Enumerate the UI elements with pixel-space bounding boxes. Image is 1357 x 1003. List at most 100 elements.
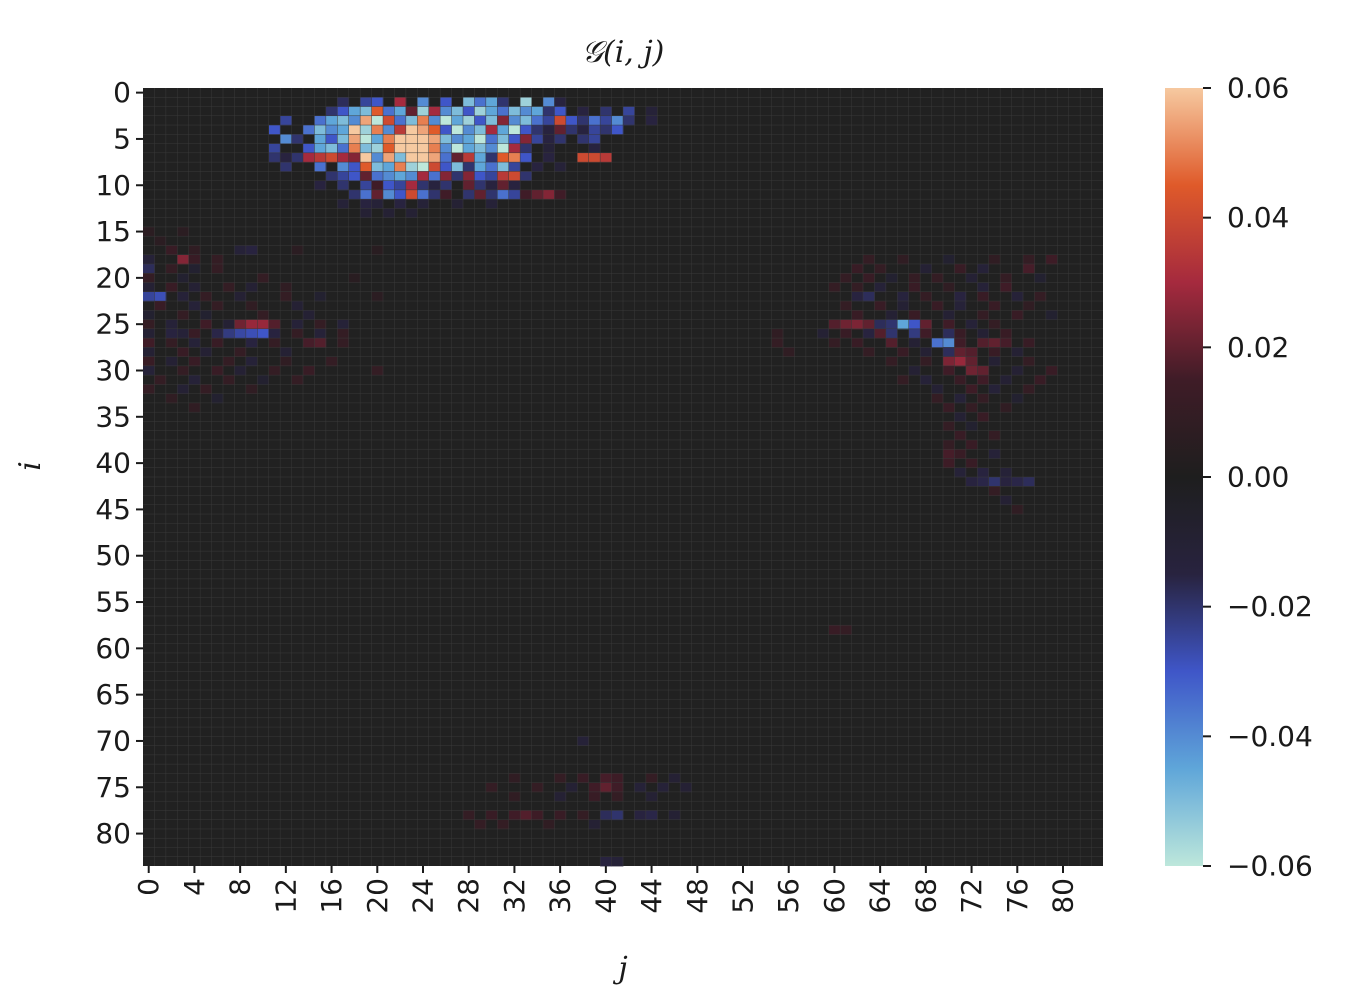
x-tick-label: 24 xyxy=(407,878,440,914)
heatmap-cell xyxy=(645,791,658,802)
heatmap-cell xyxy=(165,319,178,330)
heatmap-cell xyxy=(371,189,384,200)
heatmap-cell xyxy=(440,189,452,200)
heatmap-cells xyxy=(143,97,1058,867)
colorbar-tick-label: −0.02 xyxy=(1227,590,1313,623)
heatmap-cell xyxy=(268,338,281,348)
heatmap-cell xyxy=(874,319,887,330)
chart-title: 𝒢(i, j) xyxy=(582,35,665,70)
heatmap-cell xyxy=(520,189,532,200)
heatmap-cell xyxy=(314,134,327,144)
heatmap-cell xyxy=(394,171,407,182)
heatmap-cell xyxy=(280,347,292,357)
heatmap-cell xyxy=(977,263,990,274)
heatmap-cell xyxy=(874,301,887,311)
heatmap-cell xyxy=(234,347,247,357)
heatmap-cell xyxy=(1000,477,1012,487)
y-tick-label: 75 xyxy=(95,771,131,804)
heatmap-cell xyxy=(543,125,555,135)
heatmap-cell xyxy=(314,125,327,135)
y-tick-label: 80 xyxy=(95,817,131,850)
heatmap-cell xyxy=(554,189,567,200)
heatmap-cell xyxy=(943,282,955,293)
heatmap-cell xyxy=(543,97,555,107)
heatmap-cell xyxy=(280,291,292,302)
heatmap-cell xyxy=(554,125,567,135)
heatmap-cell xyxy=(897,347,910,357)
heatmap-cell xyxy=(463,97,475,107)
heatmap-cell xyxy=(463,171,475,182)
x-tick-label: 4 xyxy=(178,878,211,896)
heatmap-cell xyxy=(280,282,292,293)
heatmap-cell xyxy=(325,106,338,117)
heatmap-cell xyxy=(851,310,864,320)
x-tick-label: 72 xyxy=(955,878,988,914)
heatmap-cell xyxy=(257,375,270,385)
heatmap-cell xyxy=(1000,328,1012,339)
heatmap-cell xyxy=(177,384,190,395)
heatmap-cell xyxy=(508,143,521,154)
heatmap-cell xyxy=(611,856,624,867)
heatmap-cell xyxy=(348,152,361,163)
heatmap-cell xyxy=(383,106,395,117)
heatmap-cell xyxy=(474,143,487,154)
heatmap-cell xyxy=(451,199,464,209)
heatmap-cell xyxy=(577,736,590,746)
heatmap-cell xyxy=(303,152,315,163)
y-tick-label: 35 xyxy=(95,400,131,433)
heatmap-cell xyxy=(931,301,944,311)
heatmap-cell xyxy=(337,143,350,154)
heatmap-cell xyxy=(223,356,235,367)
heatmap-cell xyxy=(508,189,521,200)
heatmap-cell xyxy=(474,152,487,163)
heatmap-cell xyxy=(165,356,178,367)
heatmap-cell xyxy=(954,467,967,478)
heatmap-cell xyxy=(508,115,521,126)
heatmap-cell xyxy=(188,402,201,413)
heatmap-cell xyxy=(405,152,418,163)
y-tick-label: 15 xyxy=(95,215,131,248)
heatmap-cell xyxy=(245,328,258,339)
heatmap-cell xyxy=(485,189,498,200)
heatmap-cell xyxy=(1045,310,1058,320)
heatmap-cell xyxy=(188,245,201,256)
heatmap-cell xyxy=(600,782,612,793)
heatmap-cell xyxy=(394,106,407,117)
heatmap-cell xyxy=(680,782,692,793)
heatmap-cell xyxy=(588,152,601,163)
heatmap-cell xyxy=(314,180,327,191)
heatmap-cell xyxy=(245,384,258,395)
heatmap-cell xyxy=(223,375,235,385)
heatmap-cell xyxy=(154,291,167,302)
heatmap-cell xyxy=(360,199,372,209)
heatmap-cell xyxy=(291,319,304,330)
heatmap-cell xyxy=(531,162,544,172)
heatmap-cell xyxy=(908,282,921,293)
heatmap-cell xyxy=(531,810,544,821)
heatmap-cell xyxy=(771,328,784,339)
x-axis-label: j xyxy=(612,951,627,986)
heatmap-cell xyxy=(954,375,967,385)
heatmap-cell xyxy=(154,301,167,311)
heatmap-cell xyxy=(143,319,155,330)
heatmap-cell xyxy=(234,319,247,330)
heatmap-cell xyxy=(588,125,601,135)
heatmap-cell xyxy=(977,310,990,320)
heatmap-cell xyxy=(885,319,898,330)
heatmap-cell xyxy=(177,347,190,357)
heatmap-cell xyxy=(143,347,155,357)
heatmap-cell xyxy=(428,125,441,135)
heatmap-cell xyxy=(920,291,932,302)
heatmap-cell xyxy=(908,365,921,376)
heatmap-cell xyxy=(257,273,270,283)
heatmap-cell xyxy=(885,328,898,339)
heatmap-cell xyxy=(988,254,1001,265)
heatmap-cell xyxy=(943,402,955,413)
heatmap-cell xyxy=(623,115,635,126)
heatmap-cell xyxy=(337,328,350,339)
heatmap-cell xyxy=(200,319,212,330)
heatmap-cell xyxy=(348,189,361,200)
heatmap-cell xyxy=(337,115,350,126)
heatmap-cell xyxy=(851,338,864,348)
heatmap-cell xyxy=(154,375,167,385)
